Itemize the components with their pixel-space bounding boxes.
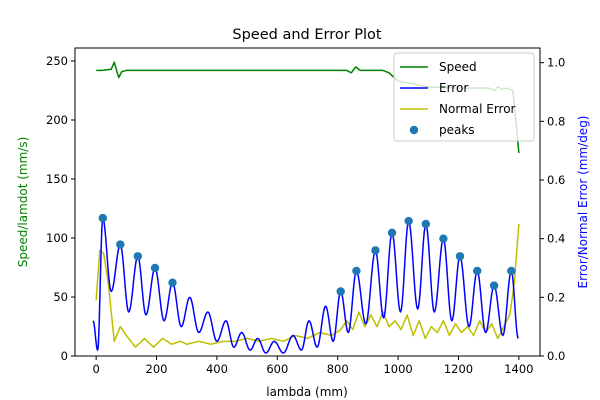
y-axis-label-left: Speed/lamdot (mm/s) bbox=[16, 137, 30, 268]
y-left-tick-label: 100 bbox=[46, 231, 68, 245]
legend-label: Normal Error bbox=[439, 102, 516, 116]
x-tick-label: 0 bbox=[92, 362, 99, 376]
legend-dot bbox=[409, 125, 419, 135]
legend-label: peaks bbox=[439, 123, 475, 137]
y-right-tick-label: 1.0 bbox=[547, 56, 565, 70]
x-tick-label: 800 bbox=[327, 362, 349, 376]
peak-marker bbox=[507, 266, 516, 276]
y-right-tick-label: 0.6 bbox=[547, 173, 565, 187]
peak-marker bbox=[455, 252, 465, 261]
y-left-tick-label: 150 bbox=[46, 172, 68, 186]
legend-label: Error bbox=[439, 81, 468, 95]
y-axis-label-right: Error/Normal Error (mm/deg) bbox=[576, 116, 590, 289]
peak-marker bbox=[371, 246, 380, 255]
plot-frame bbox=[74, 47, 541, 357]
peak-marker bbox=[421, 219, 431, 229]
peak-marker bbox=[150, 263, 160, 273]
x-axis-label: lambda (mm) bbox=[266, 385, 348, 399]
y-right-tick-label: 0.2 bbox=[547, 290, 565, 304]
peak-marker bbox=[116, 240, 125, 249]
y-axis-left: 0 50 100 150 200 250 bbox=[46, 54, 75, 363]
x-tick-label: 400 bbox=[206, 362, 228, 376]
chart-title: Speed and Error Plot bbox=[232, 27, 382, 43]
x-tick-label: 600 bbox=[266, 362, 288, 376]
normal-error-line bbox=[95, 223, 520, 348]
x-tick-label: 1000 bbox=[383, 362, 412, 376]
y-right-tick-label: 0.4 bbox=[547, 232, 565, 246]
y-left-tick-label: 250 bbox=[46, 54, 68, 68]
peak-marker bbox=[168, 278, 177, 287]
legend-box bbox=[393, 52, 535, 142]
x-axis: 0 200 400 600 800 1000 1200 1400 bbox=[92, 356, 534, 376]
y-left-tick-label: 200 bbox=[46, 113, 68, 127]
y-left-tick-label: 50 bbox=[53, 290, 68, 304]
legend: Speed Error Normal Error peaks bbox=[393, 52, 535, 142]
peak-marker bbox=[387, 228, 397, 237]
y-right-tick-label: 0.0 bbox=[547, 349, 565, 363]
peak-marker bbox=[439, 234, 448, 243]
peak-marker bbox=[98, 213, 107, 223]
y-right-tick-label: 0.8 bbox=[547, 114, 565, 128]
x-tick-label: 200 bbox=[146, 362, 168, 376]
peak-marker bbox=[352, 266, 361, 276]
peak-marker bbox=[133, 252, 143, 261]
y-axis-right: 0.0 0.2 0.4 0.6 0.8 1.0 bbox=[540, 56, 565, 363]
plot-area bbox=[92, 61, 520, 354]
peak-marker bbox=[472, 266, 482, 276]
peak-marker bbox=[404, 216, 413, 226]
x-tick-label: 1200 bbox=[444, 362, 473, 376]
legend-label: Speed bbox=[439, 60, 477, 74]
y-left-tick-label: 0 bbox=[61, 349, 68, 363]
error-line bbox=[92, 217, 519, 354]
peak-marker bbox=[336, 287, 345, 296]
peak-marker bbox=[489, 281, 499, 290]
x-tick-label: 1400 bbox=[504, 362, 533, 376]
